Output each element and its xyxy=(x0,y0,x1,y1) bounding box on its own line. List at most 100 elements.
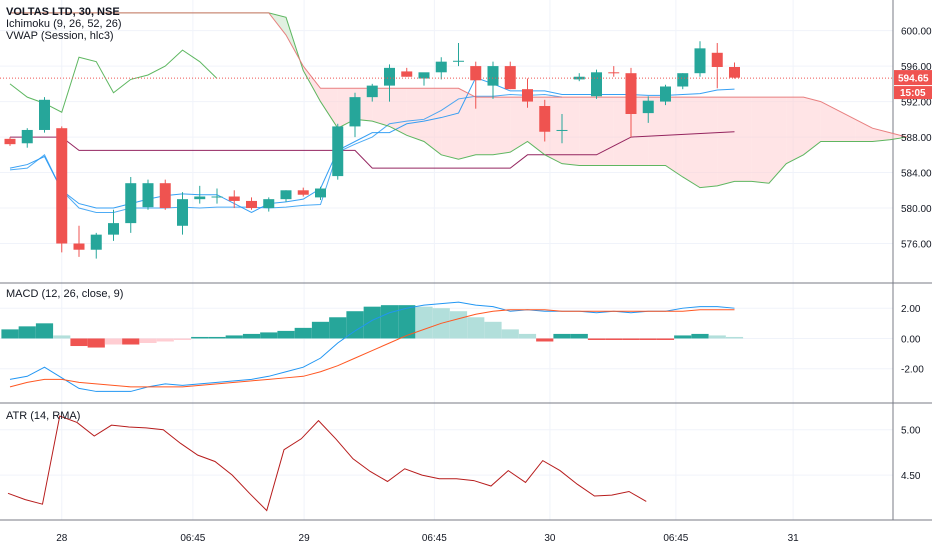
ichimoku-cloud xyxy=(268,12,907,188)
macd-histogram-bar xyxy=(104,338,123,345)
macd-histogram-bar xyxy=(260,332,278,339)
atr-line xyxy=(7,415,647,512)
macd-histogram-bar xyxy=(329,317,347,339)
candle-body xyxy=(729,66,740,78)
candle-body xyxy=(4,138,16,145)
candle-body xyxy=(384,67,395,86)
macd-histogram-bar xyxy=(53,335,71,339)
candle-body xyxy=(522,89,533,102)
macd-tick-label: 2.00 xyxy=(901,304,921,315)
candle-body xyxy=(263,199,275,209)
candle-body xyxy=(228,196,240,201)
candle-body xyxy=(142,183,154,208)
macd-histogram-bar xyxy=(87,338,105,348)
main-legend: VOLTAS LTD, 30, NSE Ichimoku (9, 26, 52,… xyxy=(6,6,122,42)
price-tick-label: 580.00 xyxy=(901,204,932,215)
cloud-segment xyxy=(717,97,735,186)
macd-histogram-bar xyxy=(605,338,623,340)
candle-body xyxy=(332,126,344,177)
cloud-segment xyxy=(665,97,683,177)
candle-body xyxy=(194,196,206,200)
price-tick-label: 600.00 xyxy=(901,27,932,38)
time-tick-label: 06:45 xyxy=(422,533,447,544)
candle-body xyxy=(159,183,171,209)
candle-body xyxy=(435,61,447,73)
candle-body xyxy=(401,71,413,77)
macd-histogram-bar xyxy=(173,338,192,340)
macd-histogram-bar xyxy=(639,338,657,340)
cloud-segment xyxy=(786,97,804,164)
atr-pane-label[interactable]: ATR (14, RMA) xyxy=(6,410,81,422)
cloud-segment xyxy=(820,101,838,142)
candle-body xyxy=(608,72,620,74)
cloud-segment xyxy=(579,97,597,166)
time-tick-label: 30 xyxy=(544,533,556,544)
price-tick-label: 596.00 xyxy=(901,62,932,73)
macd-histogram-bar xyxy=(225,335,243,339)
signal-line xyxy=(9,309,735,388)
candle-body xyxy=(315,188,326,198)
symbol-title: VOLTAS LTD, 30, NSE xyxy=(6,6,120,18)
candle-body xyxy=(591,72,602,97)
vwap-legend[interactable]: VWAP (Session, hlc3) xyxy=(6,30,114,42)
macd-histogram-bar xyxy=(691,333,709,339)
macd-pane-label[interactable]: MACD (12, 26, close, 9) xyxy=(6,288,124,300)
macd-histogram-bar xyxy=(346,311,364,339)
cloud-segment xyxy=(458,88,476,160)
candle-body xyxy=(642,100,654,114)
macd-histogram-bar xyxy=(484,321,502,339)
span_a-line xyxy=(10,12,908,189)
last-price-value: 594.65 xyxy=(898,74,929,85)
macd-histogram-bar xyxy=(570,333,588,339)
countdown-badge xyxy=(894,86,932,100)
macd-histogram-bar xyxy=(656,338,675,340)
candle-body xyxy=(470,66,482,81)
candle-body xyxy=(660,86,671,102)
macd-histogram-bar xyxy=(674,335,692,339)
time-tick-label: 28 xyxy=(56,533,68,544)
macd-histogram-bar xyxy=(70,338,88,347)
macd-histogram-bar xyxy=(398,305,416,339)
macd-histogram-bar xyxy=(536,338,554,342)
macd-histogram-bar xyxy=(467,317,485,339)
candle-body xyxy=(487,66,499,86)
candle-body xyxy=(90,234,102,250)
cloud-segment xyxy=(562,97,580,166)
cloud-segment xyxy=(510,97,528,153)
cloud-segment xyxy=(475,97,493,155)
macd-histogram-bar xyxy=(311,321,330,339)
cloud-segment xyxy=(751,97,769,184)
cloud-segment xyxy=(493,97,511,155)
candle-body xyxy=(108,223,119,235)
price-tick-label: 584.00 xyxy=(901,169,932,180)
candle-body xyxy=(280,190,292,200)
ichimoku-legend[interactable]: Ichimoku (9, 26, 52, 26) xyxy=(6,18,122,30)
candle-body xyxy=(418,72,430,79)
macd-histogram-bar xyxy=(156,338,174,342)
time-tick-label: 29 xyxy=(299,533,311,544)
cloud-segment xyxy=(648,97,666,166)
macd-histogram-bar xyxy=(622,338,640,340)
cloud-segment xyxy=(596,97,614,166)
candle-body xyxy=(125,183,137,224)
macd-tick-label: -2.00 xyxy=(901,365,924,376)
macd-histogram-bar xyxy=(35,323,54,339)
macd-histogram-bar xyxy=(18,326,36,339)
candle-body xyxy=(711,52,723,67)
candle-body xyxy=(56,128,68,244)
macd-histogram-bar xyxy=(553,333,571,339)
kijun-line xyxy=(10,131,735,169)
cloud-segment xyxy=(700,97,718,188)
candle-body xyxy=(366,85,378,98)
candle-body xyxy=(677,73,689,87)
macd-histogram-bar xyxy=(191,336,209,339)
cloud-segment xyxy=(682,97,700,188)
macd-histogram-bar xyxy=(139,338,157,343)
price-tick-label: 588.00 xyxy=(901,133,932,144)
cloud-segment xyxy=(803,97,821,155)
candle-body xyxy=(21,129,33,144)
atr-tick-label: 5.00 xyxy=(901,426,921,437)
macd-histogram-bar xyxy=(415,306,433,339)
